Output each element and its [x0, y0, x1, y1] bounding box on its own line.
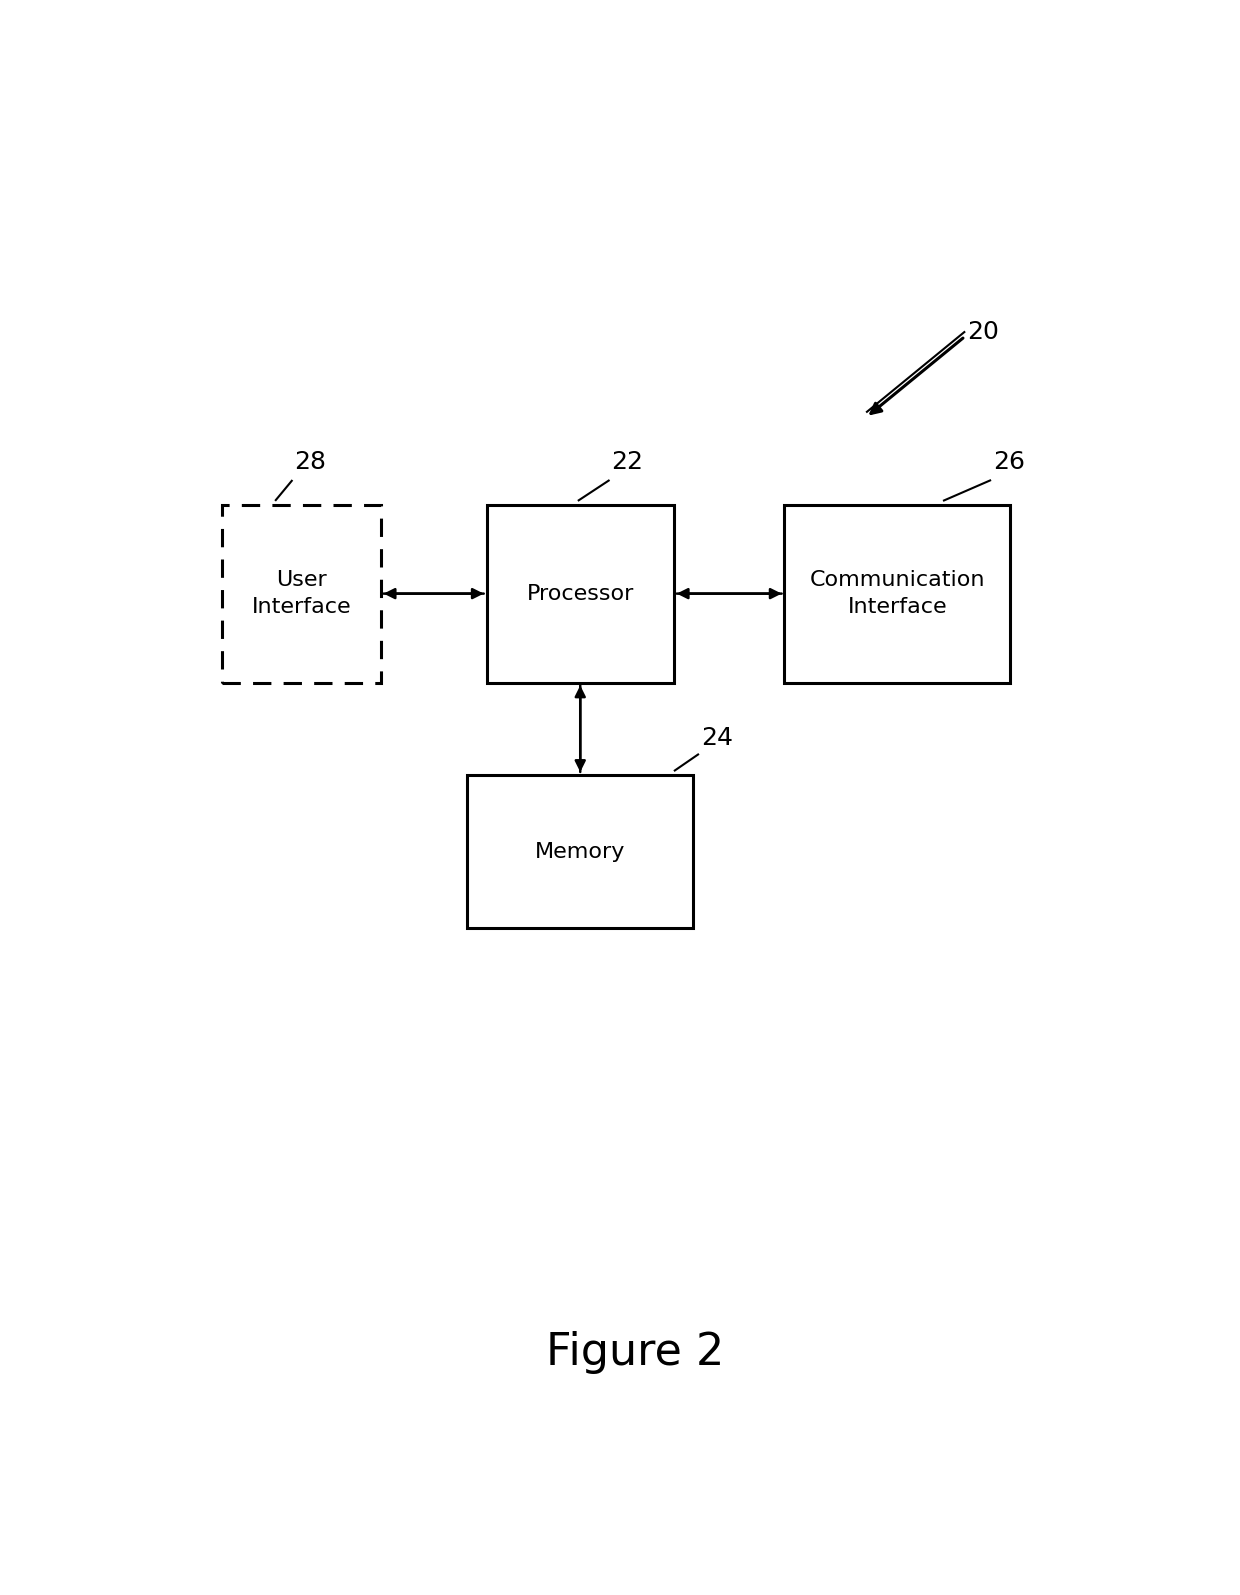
- Text: Memory: Memory: [534, 842, 625, 861]
- Text: Processor: Processor: [527, 584, 634, 603]
- Bar: [467, 775, 693, 928]
- Text: User
Interface: User Interface: [252, 571, 351, 617]
- Text: Figure 2: Figure 2: [547, 1330, 724, 1373]
- Text: Communication
Interface: Communication Interface: [810, 571, 985, 617]
- Text: 24: 24: [701, 726, 733, 750]
- Bar: [486, 504, 675, 683]
- Bar: [222, 504, 381, 683]
- Text: 26: 26: [993, 450, 1025, 474]
- Text: 28: 28: [294, 450, 326, 474]
- Text: 20: 20: [967, 321, 999, 345]
- Text: 22: 22: [611, 450, 644, 474]
- Bar: [785, 504, 1011, 683]
